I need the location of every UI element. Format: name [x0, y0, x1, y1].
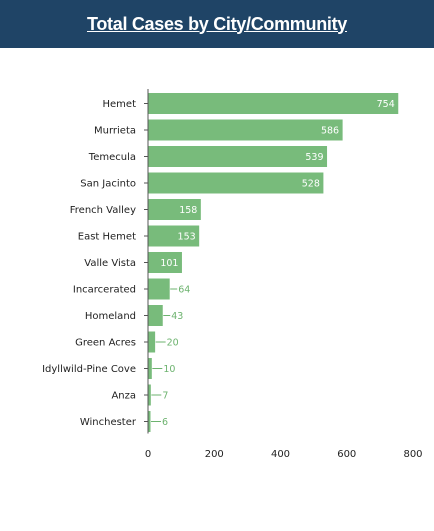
category-label: Green Acres — [75, 338, 136, 349]
bar-value-label: 158 — [179, 205, 197, 216]
x-tick-label: 800 — [403, 449, 422, 460]
x-tick-label: 200 — [205, 449, 224, 460]
bar — [148, 146, 328, 167]
bar — [148, 305, 163, 326]
bar-value-label: 43 — [171, 311, 183, 322]
bar — [148, 252, 182, 273]
category-label: Valle Vista — [84, 258, 136, 269]
bar-value-label: 754 — [377, 99, 395, 110]
bar-value-label: 20 — [167, 338, 179, 349]
bar — [148, 172, 324, 194]
bar — [148, 93, 399, 114]
category-label: Incarcerated — [73, 285, 136, 296]
bar — [148, 225, 200, 247]
category-label: Temecula — [88, 152, 136, 163]
bar-value-label: 7 — [162, 391, 168, 402]
bar-value-label: 539 — [305, 152, 323, 163]
category-label: Anza — [111, 391, 136, 402]
x-tick-label: 0 — [145, 449, 151, 460]
category-label: Winchester — [80, 417, 137, 428]
bar — [148, 384, 151, 406]
bar-value-label: 586 — [321, 126, 339, 137]
x-tick-label: 600 — [337, 449, 356, 460]
bar — [148, 278, 170, 300]
bar — [148, 331, 156, 353]
bar-value-label: 6 — [162, 417, 168, 428]
category-label: East Hemet — [78, 232, 136, 243]
category-label: Hemet — [103, 99, 137, 110]
category-label: French Valley — [70, 205, 136, 216]
x-tick-label: 400 — [271, 449, 290, 460]
bar — [148, 358, 152, 379]
bar-value-label: 10 — [163, 364, 175, 375]
category-label: Idyllwild-Pine Cove — [42, 364, 136, 375]
chart-header: Total Cases by City/Community — [0, 0, 434, 48]
bar — [148, 119, 343, 141]
bar — [148, 199, 201, 220]
bar-value-label: 64 — [178, 285, 190, 296]
category-label: San Jacinto — [80, 179, 136, 190]
bar-value-label: 153 — [178, 232, 196, 243]
bar — [148, 411, 151, 432]
chart-title: Total Cases by City/Community — [86, 13, 348, 34]
bar-value-label: 101 — [160, 258, 178, 269]
category-label: Homeland — [85, 311, 136, 322]
category-label: Murrieta — [94, 126, 136, 137]
bar-value-label: 528 — [302, 179, 320, 190]
